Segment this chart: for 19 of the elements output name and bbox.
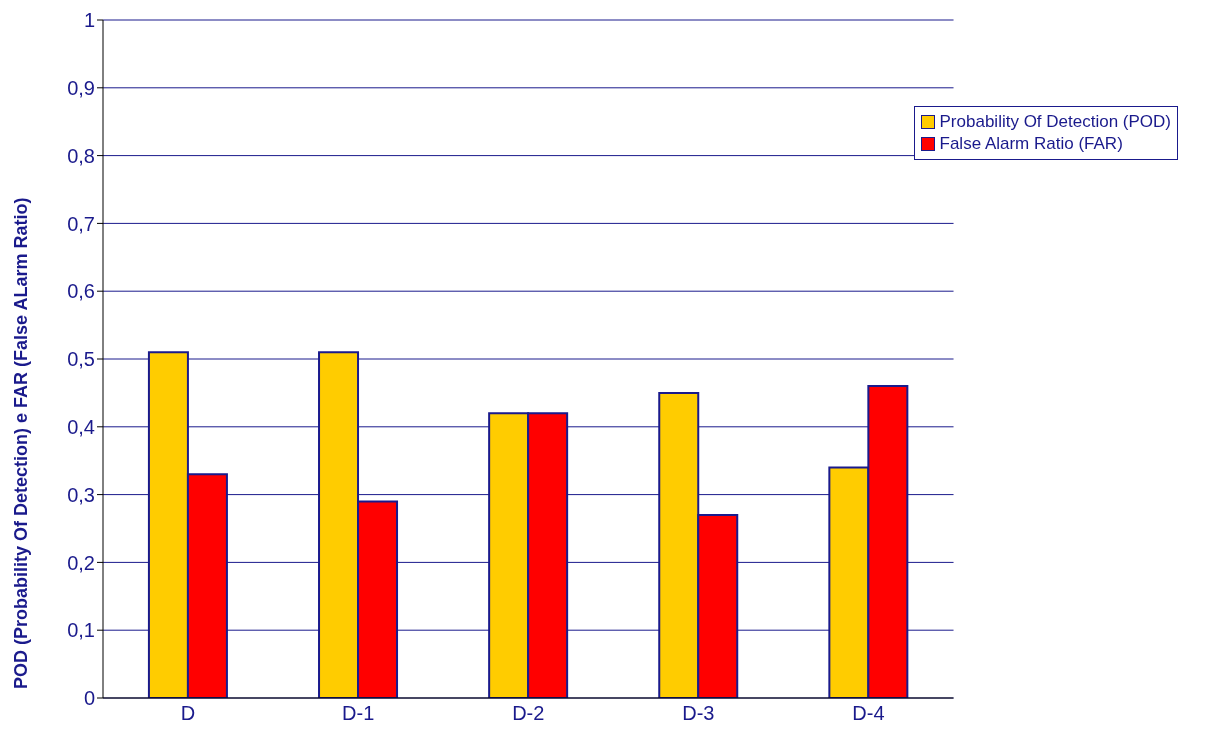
y-tick-label: 0 <box>83 687 95 710</box>
x-tick-label: D-4 <box>852 702 885 725</box>
y-tick-label: 0,1 <box>67 619 95 642</box>
y-tick-label: 0,2 <box>67 551 95 574</box>
legend-label: False Alarm Ratio (FAR) <box>938 134 1124 154</box>
y-tick-label: 0,7 <box>67 212 95 235</box>
y-tick-label: 0,5 <box>67 348 95 371</box>
x-tick-label: D <box>180 702 196 725</box>
y-axis-title: POD (Probability Of Detection) e FAR (False ALarm Ratio) <box>11 197 32 689</box>
y-tick-label: 0,8 <box>67 144 95 167</box>
x-tick-label: D-2 <box>512 702 545 725</box>
legend-label: Probability Of Detection (POD) <box>938 112 1171 132</box>
y-tick-label: 1 <box>83 9 95 32</box>
x-tick-label: D-1 <box>342 702 375 725</box>
x-tick-label: D-3 <box>682 702 715 725</box>
y-tick-label: 0,3 <box>67 483 95 506</box>
y-tick-label: 0,4 <box>67 415 95 438</box>
y-tick-label: 0,6 <box>67 280 95 303</box>
y-tick-label: 0,9 <box>67 76 95 99</box>
